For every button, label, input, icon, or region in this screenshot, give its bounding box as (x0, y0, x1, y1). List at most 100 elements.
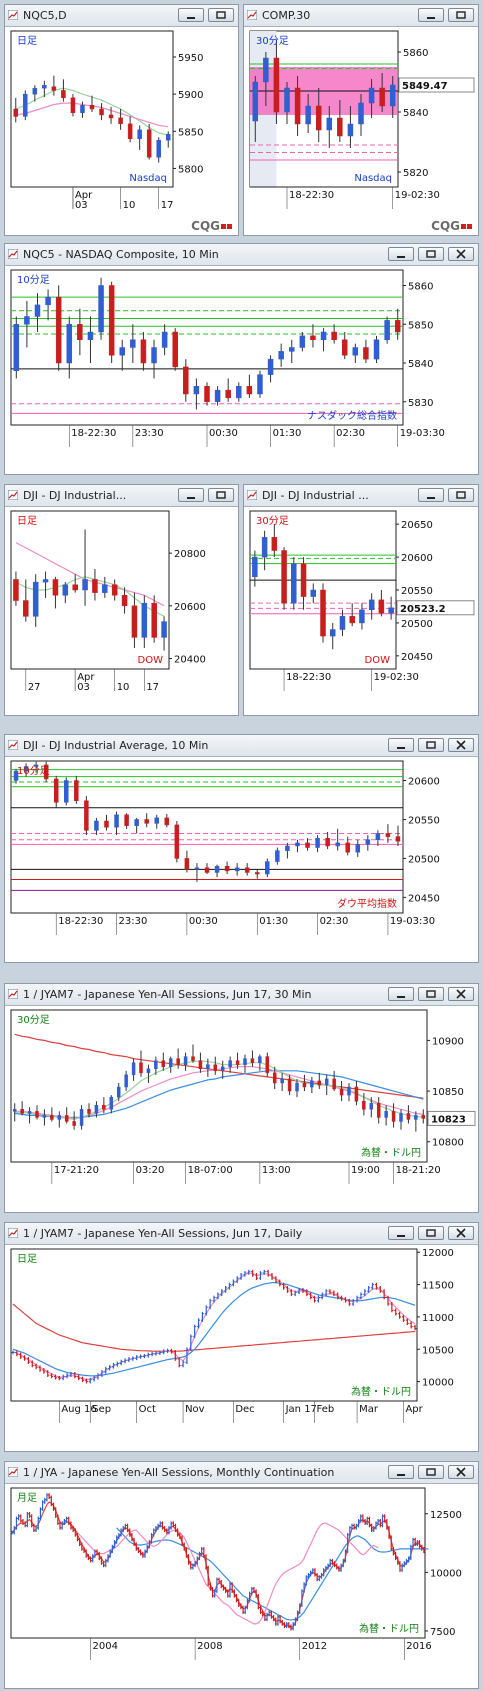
ohlc-bar (422, 1547, 426, 1554)
candle-body (116, 1086, 121, 1098)
candle-body (118, 117, 123, 125)
minimize-button[interactable] (388, 987, 414, 1001)
minimize-button[interactable] (178, 8, 204, 22)
instrument-label: ナスダック総合指数 (307, 409, 397, 422)
candle (191, 1044, 195, 1063)
candle-body (384, 320, 390, 340)
minimize-button[interactable] (418, 488, 444, 502)
ohlc-bar (53, 1374, 57, 1380)
restore-button[interactable] (448, 488, 474, 502)
x-tick-label: Feb (317, 1404, 335, 1415)
x-tick-label: Jan 17 (285, 1404, 317, 1415)
ohlc-bar (26, 1357, 30, 1365)
title-bar[interactable]: 1 / JYAM7 - Japanese Yen-All Sessions, J… (5, 1223, 478, 1245)
minimize-button[interactable] (388, 1226, 414, 1240)
candle (234, 863, 240, 876)
candle (388, 596, 394, 620)
ohlc-bar (285, 1285, 289, 1293)
jy-30min-chart[interactable]: 10800 10850 10900 10823 17-21:20 03:20 18-07:0… (5, 1006, 478, 1212)
candle-body (174, 824, 180, 859)
candle-body (291, 563, 297, 604)
candle-body (310, 335, 316, 340)
candle (116, 1082, 121, 1102)
restore-button[interactable] (418, 738, 444, 752)
candle-body (339, 616, 346, 630)
y-tick-label: 10000 (430, 1568, 462, 1579)
close-button[interactable] (448, 1226, 474, 1240)
ohlc-bar (108, 1364, 112, 1371)
restore-button[interactable] (418, 1465, 444, 1479)
ohlc-bar (154, 1351, 158, 1356)
close-button[interactable] (448, 987, 474, 1001)
dji-10min-chart[interactable]: 20450 20500 20550 20600 18-22:30 23:30 00:30 01… (5, 757, 478, 962)
close-button[interactable] (448, 1465, 474, 1479)
title-bar[interactable]: DJI - DJ Industrial... (5, 485, 238, 507)
minimize-button[interactable] (388, 1465, 414, 1479)
candle (278, 343, 284, 367)
candle (12, 1103, 17, 1122)
x-tick-label: 23:30 (119, 916, 148, 927)
ohlc-bar (81, 1376, 85, 1383)
candle-body (102, 1105, 106, 1110)
x-tick-label: Mar (359, 1404, 379, 1415)
restore-button[interactable] (448, 8, 474, 22)
candle-body (13, 108, 19, 117)
candle-body (325, 837, 330, 847)
candle (194, 863, 200, 882)
dji-30-chart[interactable]: 20450 20500 20550 20600 20650 20523.2 18-22:30… (244, 507, 478, 715)
candle-body (243, 1058, 247, 1065)
minimize-button[interactable] (388, 247, 414, 261)
comp-30-chart[interactable]: 5820 5840 5860 5849.47 18-22:30 19-02:30 30分足 N… (244, 27, 478, 235)
candle (294, 76, 301, 136)
candle-body (62, 584, 69, 596)
x-tick-label: 19-02:30 (374, 672, 419, 683)
candle-body (111, 584, 118, 596)
candle-body (339, 1088, 344, 1096)
candle (368, 593, 375, 620)
restore-icon (426, 990, 436, 998)
ohlc-bar (30, 1360, 34, 1368)
minimize-icon (187, 497, 195, 499)
title-bar[interactable]: NQC5,D (5, 5, 238, 27)
nqc5-10min-chart[interactable]: 5830 5840 5850 5860 18-22:30 23:30 00:30 01:30 0… (5, 266, 478, 474)
candle-body (131, 1062, 136, 1076)
minimize-button[interactable] (178, 488, 204, 502)
title-bar[interactable]: DJI - DJ Industrial ... (244, 485, 478, 507)
title-bar[interactable]: NQC5 - NASDAQ Composite, 10 Min (5, 244, 478, 266)
title-bar[interactable]: 1 / JYA - Japanese Yen-All Sessions, Mon… (5, 1462, 478, 1484)
y-tick-label: 12000 (422, 1248, 454, 1259)
close-button[interactable] (448, 738, 474, 752)
x-tick-label: 18-22:30 (58, 916, 103, 927)
candle-body (51, 86, 57, 91)
candle (154, 814, 159, 829)
candle (326, 106, 333, 148)
ohlc-bar (320, 1292, 324, 1300)
close-button[interactable] (448, 247, 474, 261)
x-tick-label: Nov (185, 1404, 205, 1415)
candle (168, 1056, 173, 1073)
title-bar[interactable]: 1 / JYAM7 - Japanese Yen-All Sessions, J… (5, 984, 478, 1006)
candle (121, 587, 128, 614)
ohlc-bar (42, 1368, 46, 1374)
candle-body (140, 339, 147, 364)
restore-button[interactable] (208, 488, 234, 502)
candle-body (406, 1113, 411, 1120)
restore-button[interactable] (418, 1226, 444, 1240)
restore-button[interactable] (208, 8, 234, 22)
minimize-button[interactable] (418, 8, 444, 22)
candle-body (204, 867, 210, 873)
minimize-button[interactable] (388, 738, 414, 752)
candle (127, 116, 133, 143)
candle-body (376, 1102, 381, 1118)
restore-button[interactable] (418, 987, 444, 1001)
title-bar[interactable]: DJI - DJ Industrial Average, 10 Min (5, 735, 478, 757)
candle (275, 847, 280, 865)
instrument-label: 為替・ドル円 (359, 1622, 419, 1635)
minimize-icon (427, 17, 435, 19)
title-bar[interactable]: COMP.30 (244, 5, 478, 27)
restore-button[interactable] (418, 247, 444, 261)
